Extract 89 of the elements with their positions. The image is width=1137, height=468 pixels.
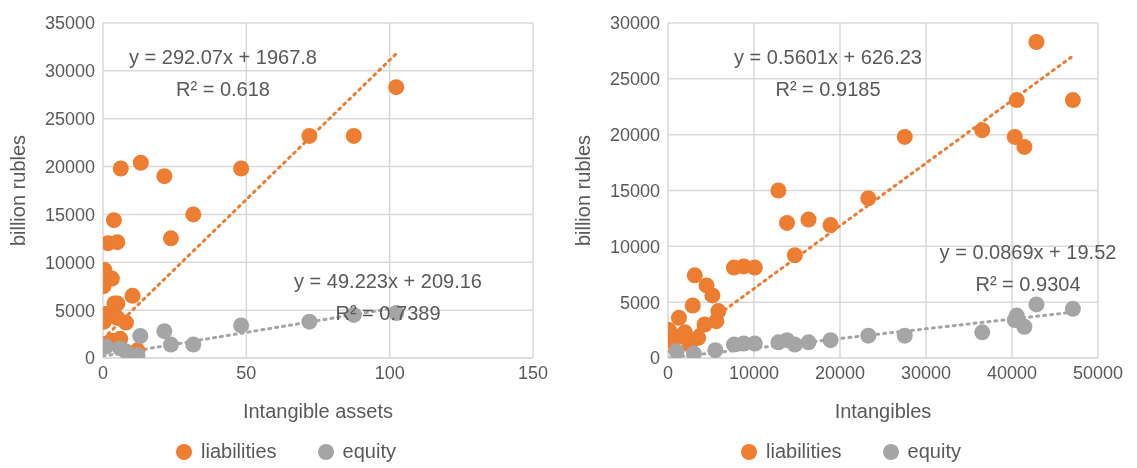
point <box>800 211 817 228</box>
y-tick-label: 20000 <box>609 125 660 146</box>
legend-label: liabilities <box>200 440 277 463</box>
point <box>974 122 991 139</box>
annotation: y = 0.5601x + 626.23 <box>734 46 922 69</box>
point <box>1028 33 1045 50</box>
x-tick-label: 40000 <box>986 362 1038 383</box>
annotation: y = 0.0869x + 19.52 <box>939 241 1117 264</box>
point <box>670 309 687 326</box>
y-tick-label: 35000 <box>44 13 95 34</box>
point <box>301 127 318 144</box>
y-tick-label: 30000 <box>44 61 95 82</box>
point <box>132 154 149 171</box>
point <box>345 127 362 144</box>
x-tick-label: 150 <box>517 362 549 383</box>
point <box>156 323 173 340</box>
x-tick-label: 10000 <box>728 362 780 383</box>
annotation: y = 292.07x + 1967.8 <box>129 46 317 69</box>
x-tick-label: 20000 <box>814 362 866 383</box>
x-tick-label: 30000 <box>900 362 952 383</box>
y-tick-label: 0 <box>84 348 95 369</box>
point <box>746 259 763 276</box>
point <box>1064 300 1081 317</box>
point <box>388 79 405 96</box>
legend-label: liabilities <box>765 440 842 463</box>
x-tick-label: 50 <box>236 362 257 383</box>
y-tick-label: 25000 <box>44 109 95 130</box>
point <box>786 247 803 264</box>
point <box>162 230 179 247</box>
point <box>301 313 318 330</box>
legend-label: equity <box>906 440 961 463</box>
annotation: R² = 0.9185 <box>775 78 881 101</box>
point <box>860 190 877 207</box>
x-axis-title: Intangible assets <box>242 400 394 422</box>
point <box>132 327 149 344</box>
point <box>684 297 701 314</box>
y-tick-label: 10000 <box>44 252 95 273</box>
x-tick-label: 100 <box>374 362 405 383</box>
point <box>686 267 703 284</box>
point <box>1006 128 1023 145</box>
y-tick-label: 20000 <box>44 156 95 177</box>
point <box>105 212 122 229</box>
point <box>1064 92 1081 109</box>
y-tick-label: 5000 <box>619 292 660 313</box>
x-tick-label: 50000 <box>1072 362 1124 383</box>
y-axis-title: billion rubles <box>572 134 595 247</box>
point <box>162 336 179 353</box>
point <box>779 214 796 231</box>
point <box>822 217 839 234</box>
point <box>708 313 725 330</box>
point <box>185 336 202 353</box>
annotation: R² = 0.618 <box>176 78 270 101</box>
point <box>1028 296 1045 313</box>
point <box>822 332 839 349</box>
point <box>233 317 250 334</box>
x-axis-title: Intangibles <box>834 400 932 422</box>
point <box>770 182 787 199</box>
point <box>668 343 685 358</box>
x-tick-label: 0 <box>97 362 109 383</box>
x-tick-label: 0 <box>662 362 674 383</box>
y-tick-label: 5000 <box>54 300 95 321</box>
y-tick-label: 10000 <box>609 236 660 257</box>
point <box>185 206 202 223</box>
y-axis-title: billion rubles <box>7 134 30 247</box>
point <box>112 160 129 177</box>
y-tick-label: 15000 <box>609 180 660 201</box>
point <box>860 327 877 344</box>
point <box>707 342 724 358</box>
point <box>800 334 817 351</box>
point <box>1008 92 1025 109</box>
y-tick-label: 15000 <box>44 204 95 225</box>
point <box>974 324 991 341</box>
point <box>786 336 803 353</box>
legend-label: equity <box>341 440 396 463</box>
point <box>124 287 141 304</box>
annotation: y = 49.223x + 209.16 <box>294 270 482 293</box>
point <box>690 329 707 346</box>
point <box>1016 138 1033 155</box>
y-tick-label: 30000 <box>609 13 660 34</box>
point <box>704 287 721 304</box>
y-tick-label: 25000 <box>609 69 660 90</box>
annotation: R² = 0.9304 <box>975 273 1081 296</box>
point <box>233 160 250 177</box>
point <box>896 128 913 145</box>
point <box>1016 318 1033 335</box>
point <box>896 327 913 344</box>
point <box>117 314 134 331</box>
point <box>156 168 173 185</box>
y-tick-label: 0 <box>649 348 660 369</box>
